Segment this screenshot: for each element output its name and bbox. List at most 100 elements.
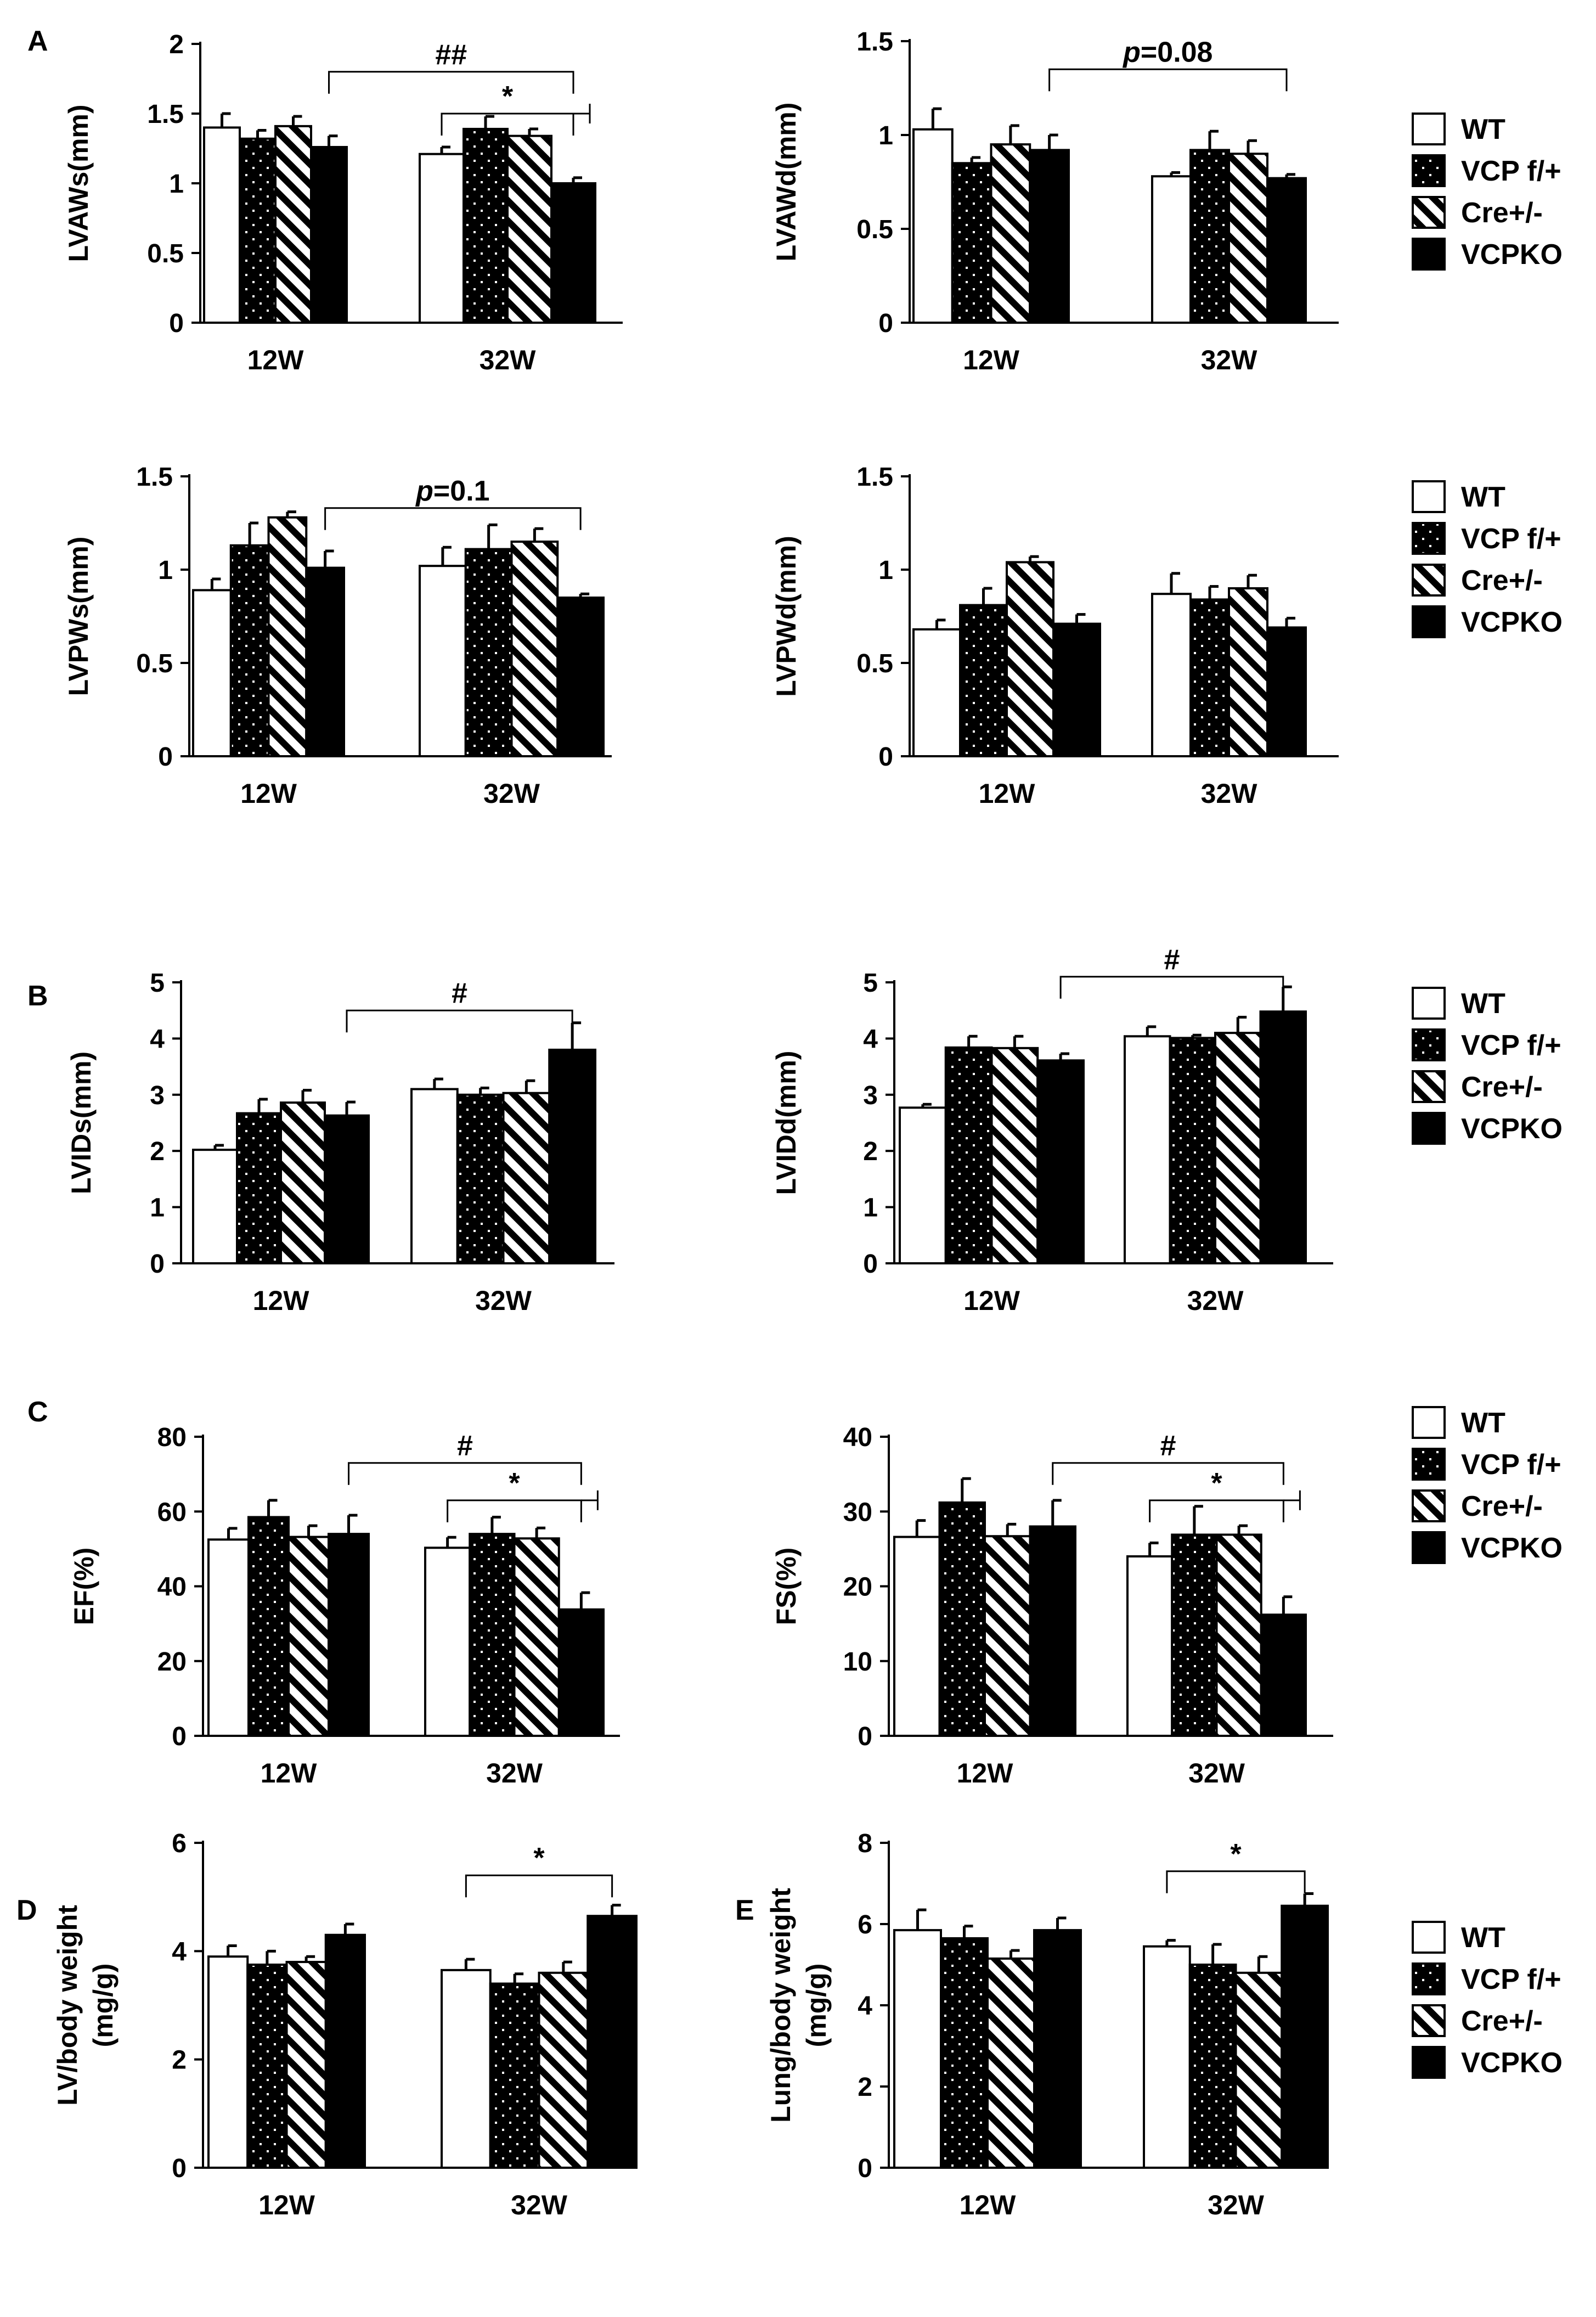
bar-wt-12w: [912, 128, 954, 324]
chart-lvbw: 0 2 4 6 LV/body weight (mg/g) 12W 32W *: [52, 1829, 638, 2220]
y-axis-label: LVIDs(mm): [66, 1051, 97, 1194]
y-axis-label: LVAWs(mm): [63, 104, 94, 262]
y-tick-label: 0: [858, 2154, 872, 2183]
bar-vcp-12w: [247, 1516, 290, 1737]
y-tick-label: 4: [858, 1992, 872, 2021]
y-tick-label: 1: [169, 170, 184, 199]
bar-vcp-12w: [938, 1501, 986, 1737]
x-group-label: 12W: [247, 345, 304, 375]
y-tick-label: 1: [150, 1194, 165, 1223]
significance-label: p=0.1: [415, 475, 489, 507]
bar-vcpko-32w: [557, 1608, 605, 1737]
y-tick-label: 0: [858, 1722, 872, 1751]
x-group-label: 12W: [979, 778, 1036, 809]
bar-vcpko-32w: [1260, 1613, 1307, 1737]
bar-cre-32w: [1228, 153, 1268, 324]
y-axis-label: Lung/body weight: [765, 1888, 796, 2123]
bar-vcpko-12w: [310, 145, 348, 324]
x-group-label: 32W: [480, 345, 537, 375]
y-axis-label: LV/body weight: [52, 1905, 83, 2106]
bar-wt-12w: [912, 628, 961, 758]
y-tick-label: 1: [863, 1194, 878, 1223]
panel-label-e: E: [735, 1894, 754, 1926]
bar-cre-32w: [502, 1092, 551, 1265]
bar-vcpko-32w: [550, 182, 596, 324]
y-axis-label: LVAWd(mm): [771, 103, 802, 262]
bar-vcpko-32w: [548, 1048, 596, 1264]
bar-wt-32w: [1124, 1035, 1171, 1264]
legend-label-vcpko: VCPKO: [1461, 1532, 1563, 1564]
legend-label-vcp: VCP f/+: [1461, 1030, 1561, 1061]
bar-cre-12w: [285, 1961, 327, 2169]
y-tick-label: 1.5: [147, 100, 184, 129]
legend-label-vcpko: VCPKO: [1461, 2047, 1563, 2079]
bar-wt-12w: [899, 1106, 947, 1265]
y-tick-label: 4: [150, 1025, 165, 1054]
bar-vcp-32w: [463, 127, 509, 324]
legend-label-vcpko: VCPKO: [1461, 606, 1563, 638]
bar-wt-12w: [207, 1955, 249, 2169]
y-axis-label: LVPWs(mm): [63, 537, 94, 696]
significance-bracket: [441, 113, 574, 136]
bar-vcpko-12w: [1052, 622, 1101, 757]
legend-swatch-wt: [1412, 480, 1446, 513]
y-tick-label: 40: [157, 1573, 187, 1602]
y-tick-label: 0: [158, 743, 173, 772]
legend: WT VCP f/+ Cre+/- VCPKO: [1412, 1406, 1563, 1564]
significance-bracket: [447, 1499, 582, 1522]
y-axis-label: LVPWd(mm): [771, 536, 802, 696]
y-axis-label: EF(%): [69, 1548, 99, 1626]
legend-label-vcpko: VCPKO: [1461, 239, 1563, 271]
significance-bracket: [1166, 1870, 1306, 1893]
y-tick-label: 1: [878, 556, 893, 585]
chart-lvids: 0 1 2 3 4 5 LVIDs(mm) 12W 32W #: [66, 969, 614, 1316]
y-tick-label: 80: [157, 1423, 187, 1452]
bar-cre-12w: [287, 1536, 330, 1737]
chart-fs: 0 10 20 30 40 FS(%) 12W 32W # *: [771, 1423, 1333, 1789]
bar-vcpko-12w: [324, 1933, 366, 2169]
significance-bracket: [1052, 1462, 1284, 1485]
legend-label-vcp: VCP f/+: [1461, 1964, 1561, 1995]
significance-label: #: [452, 977, 467, 1009]
legend-label-vcp: VCP f/+: [1461, 155, 1561, 187]
bar-cre-12w: [274, 125, 312, 324]
y-tick-label: 20: [843, 1573, 872, 1602]
bar-cre-12w: [1006, 561, 1054, 758]
x-group-label: 32W: [483, 778, 540, 809]
y-tick-label: 0: [878, 743, 893, 772]
significance-label: *: [533, 1842, 545, 1874]
chart-lvaws: 0 0.5 1 1.5 2 LVAWs(mm) 12W 32W ## *: [63, 30, 623, 375]
chart-lvpwd: 0 0.5 1 1.5 LVPWd(mm) 12W 32W: [771, 463, 1339, 809]
bar-vcp-32w: [489, 1982, 540, 2169]
significance-bracket: [328, 71, 574, 94]
bar-wt-12w: [203, 126, 241, 324]
y-tick-label: 20: [157, 1647, 187, 1677]
y-tick-label: 1.5: [136, 463, 173, 492]
legend: WT VCP f/+ Cre+/- VCPKO: [1412, 987, 1563, 1145]
bar-vcp-32w: [456, 1093, 505, 1265]
panel-label-b: B: [27, 980, 48, 1012]
bar-vcp-32w: [1169, 1037, 1216, 1264]
bar-vcp-32w: [1188, 1964, 1237, 2169]
panel-label-d: D: [16, 1894, 37, 1926]
significance-bracket: [1149, 1499, 1284, 1522]
y-tick-label: 2: [863, 1137, 878, 1166]
bar-vcpko-32w: [1259, 1010, 1307, 1265]
y-tick-label: 4: [863, 1025, 878, 1054]
chart-lvawd: 0 0.5 1 1.5 LVAWd(mm) 12W 32W p=0.08: [771, 27, 1339, 375]
legend-swatch-vcp: [1412, 1028, 1446, 1061]
x-group-label: 12W: [963, 345, 1020, 375]
legend-label-vcp: VCP f/+: [1461, 523, 1561, 555]
significance-bracket: [465, 1874, 613, 1898]
bar-cre-12w: [986, 1957, 1035, 2169]
legend-label-wt: WT: [1461, 1922, 1505, 1954]
p-symbol: p: [1122, 36, 1141, 68]
legend-swatch-cre: [1412, 1070, 1446, 1103]
bar-wt-12w: [192, 589, 232, 758]
significance-bracket: [346, 1009, 573, 1033]
legend: WT VCP f/+ Cre+/- VCPKO: [1412, 1921, 1563, 2079]
y-tick-label: 0: [172, 2154, 187, 2183]
y-tick-label: 0: [150, 1250, 165, 1279]
legend-swatch-vcpko: [1412, 1531, 1446, 1564]
